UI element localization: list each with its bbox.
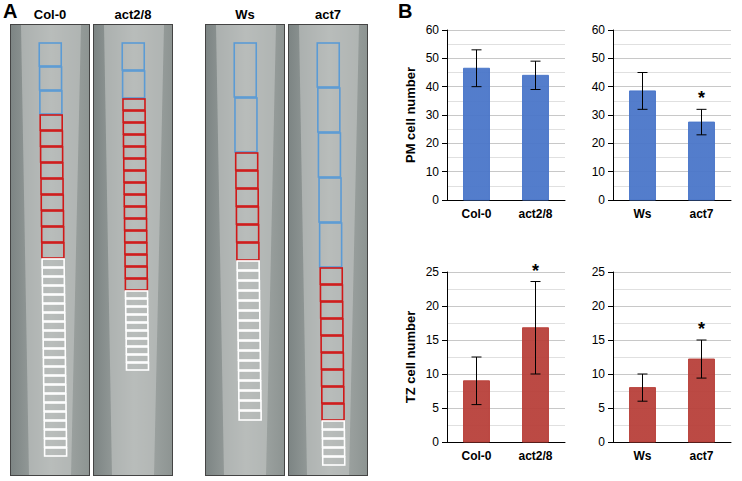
html-text:Col-0: Col-0 (33, 7, 67, 22)
svg-text:60: 60 (592, 23, 606, 37)
svg-text:Ws: Ws (634, 449, 652, 463)
svg-text:0: 0 (598, 435, 605, 449)
svg-text:60: 60 (426, 23, 440, 37)
svg-text:20: 20 (592, 136, 606, 150)
svg-text:15: 15 (592, 333, 606, 347)
html-text:B: B (398, 0, 413, 22)
svg-text:Col-0: Col-0 (462, 207, 492, 221)
svg-text:25: 25 (426, 265, 440, 279)
svg-text:5: 5 (432, 401, 439, 415)
svg-text:act2/8: act2/8 (518, 207, 552, 221)
svg-text:*: * (698, 88, 705, 108)
svg-text:40: 40 (426, 80, 440, 94)
svg-text:5: 5 (598, 401, 605, 415)
svg-text:Ws: Ws (634, 207, 652, 221)
svg-text:act2/8: act2/8 (518, 449, 552, 463)
svg-text:act7: act7 (689, 207, 713, 221)
svg-text:50: 50 (426, 51, 440, 65)
svg-text:15: 15 (426, 333, 440, 347)
svg-text:50: 50 (592, 51, 606, 65)
svg-text:10: 10 (592, 165, 606, 179)
html-text:act7: act7 (315, 7, 341, 22)
svg-text:40: 40 (592, 80, 606, 94)
html-text:Ws: Ws (235, 7, 255, 22)
html-text:A: A (3, 0, 18, 22)
svg-text:20: 20 (426, 136, 440, 150)
svg-text:10: 10 (426, 165, 440, 179)
svg-text:0: 0 (598, 193, 605, 207)
svg-text:*: * (532, 261, 539, 281)
svg-text:25: 25 (592, 265, 606, 279)
svg-text:act7: act7 (689, 449, 713, 463)
svg-text:30: 30 (592, 108, 606, 122)
svg-text:10: 10 (426, 367, 440, 381)
svg-text:PM cell number: PM cell number (403, 67, 418, 163)
svg-text:30: 30 (426, 108, 440, 122)
svg-text:20: 20 (426, 299, 440, 313)
svg-text:0: 0 (432, 435, 439, 449)
html-text:act2/8: act2/8 (114, 7, 152, 22)
svg-text:20: 20 (592, 299, 606, 313)
svg-text:10: 10 (592, 367, 606, 381)
svg-text:0: 0 (432, 193, 439, 207)
svg-text:Col-0: Col-0 (462, 449, 492, 463)
svg-text:TZ cell number: TZ cell number (403, 311, 418, 403)
svg-text:*: * (698, 319, 705, 339)
